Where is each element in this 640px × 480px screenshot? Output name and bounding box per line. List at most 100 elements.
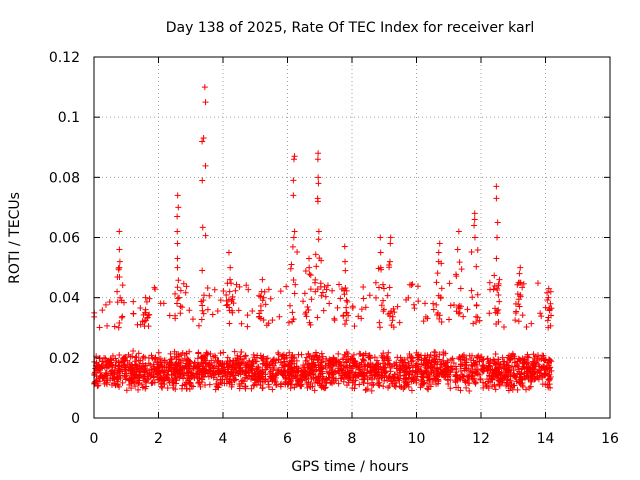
data-point	[285, 319, 292, 326]
data-point	[429, 379, 436, 386]
data-point	[537, 310, 544, 317]
data-point	[195, 349, 202, 356]
data-point	[307, 383, 314, 390]
data-point	[424, 385, 431, 392]
x-tick-label: 2	[154, 431, 163, 447]
data-point	[140, 353, 147, 360]
data-point	[337, 375, 344, 382]
data-point	[352, 381, 359, 388]
data-point	[474, 246, 481, 253]
data-point	[422, 300, 429, 307]
data-point	[358, 306, 365, 313]
data-point	[388, 322, 395, 329]
data-point	[183, 360, 190, 367]
data-point	[520, 280, 527, 287]
data-point	[523, 368, 530, 375]
data-point	[224, 371, 231, 378]
data-point	[396, 369, 403, 376]
data-point	[285, 363, 292, 370]
data-point	[135, 379, 142, 386]
data-point	[142, 379, 149, 386]
data-point	[545, 314, 552, 321]
data-point	[306, 353, 313, 360]
data-point	[305, 361, 312, 368]
data-point	[204, 285, 211, 292]
data-point	[494, 219, 501, 226]
data-point	[351, 385, 358, 392]
data-point	[319, 289, 326, 296]
data-point	[486, 363, 493, 370]
data-point	[471, 370, 478, 377]
data-point	[410, 301, 417, 308]
data-point	[526, 384, 533, 391]
data-point	[460, 313, 467, 320]
data-point	[330, 371, 337, 378]
data-point	[199, 307, 206, 314]
data-point	[438, 260, 445, 267]
data-point	[500, 324, 507, 331]
data-point	[259, 385, 266, 392]
data-point	[262, 301, 269, 308]
data-point	[99, 374, 106, 381]
data-point	[97, 355, 104, 362]
data-point	[290, 156, 297, 163]
data-point	[514, 386, 521, 393]
data-point	[512, 309, 519, 316]
data-point	[529, 364, 536, 371]
data-point	[201, 292, 208, 299]
data-point	[119, 379, 126, 386]
data-point	[471, 234, 478, 241]
data-point	[138, 381, 145, 388]
data-point	[213, 376, 220, 383]
data-point	[373, 366, 380, 373]
data-point	[313, 375, 320, 382]
data-point	[116, 368, 123, 375]
data-point	[233, 281, 240, 288]
data-point	[323, 368, 330, 375]
data-point	[137, 304, 144, 311]
data-point	[102, 301, 109, 308]
data-point	[515, 363, 522, 370]
data-point	[469, 363, 476, 370]
data-point	[489, 383, 496, 390]
data-point	[534, 368, 541, 375]
data-point	[446, 316, 453, 323]
data-point	[392, 383, 399, 390]
data-point	[238, 360, 245, 367]
data-point	[463, 362, 470, 369]
data-point	[420, 318, 427, 325]
data-point	[501, 363, 508, 370]
data-point	[145, 360, 152, 367]
data-point	[236, 385, 243, 392]
data-point	[116, 351, 123, 358]
data-point	[279, 352, 286, 359]
data-point	[310, 356, 317, 363]
data-point	[497, 377, 504, 384]
data-point	[133, 366, 140, 373]
data-point	[131, 358, 138, 365]
data-point	[507, 377, 514, 384]
data-point	[343, 382, 350, 389]
data-point	[224, 301, 231, 308]
data-point	[119, 282, 126, 289]
data-point	[204, 306, 211, 313]
data-point	[329, 287, 336, 294]
data-point	[265, 320, 272, 327]
data-point	[190, 383, 197, 390]
data-point	[380, 383, 387, 390]
data-point	[424, 372, 431, 379]
data-point	[122, 373, 129, 380]
data-point	[180, 280, 187, 287]
data-point	[492, 350, 499, 357]
data-point	[336, 367, 343, 374]
data-point	[517, 279, 524, 286]
data-point	[289, 375, 296, 382]
data-point	[103, 370, 110, 377]
data-point	[104, 377, 111, 384]
data-point	[249, 308, 256, 315]
data-point	[342, 258, 349, 265]
data-point	[311, 387, 318, 394]
data-point	[412, 369, 419, 376]
data-point	[199, 302, 206, 309]
data-point	[544, 297, 551, 304]
